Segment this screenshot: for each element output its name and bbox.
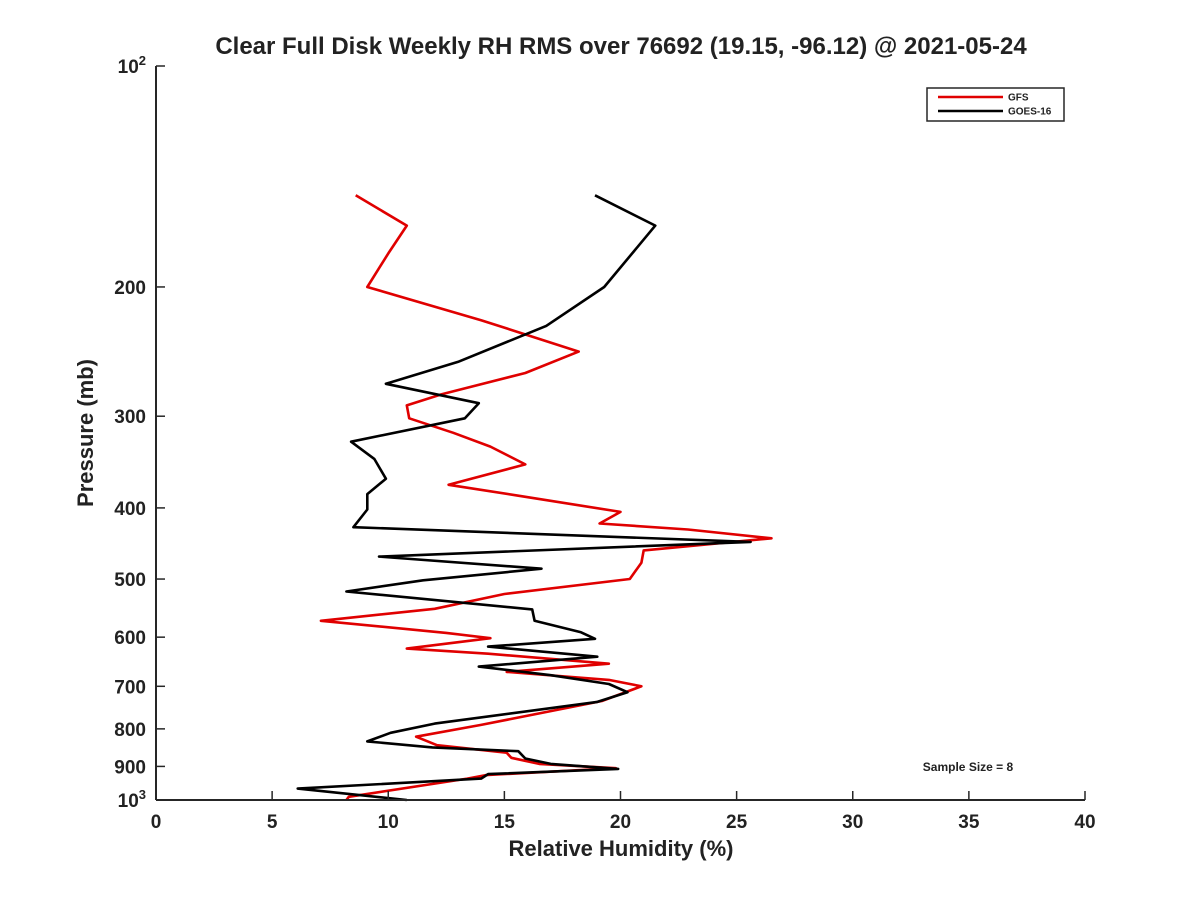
x-tick-label: 10 bbox=[378, 812, 399, 833]
y-ticks: 102 200 300 400 500 600 700 800 900 103 bbox=[114, 53, 165, 812]
series-line-goes-16 bbox=[296, 194, 752, 802]
x-tick-label: 0 bbox=[151, 812, 162, 833]
y-axis-label: Pressure (mb) bbox=[73, 359, 98, 507]
y-tick-label: 300 bbox=[114, 407, 146, 428]
y-tick-label: 200 bbox=[114, 278, 146, 299]
y-tick-label: 600 bbox=[114, 628, 146, 649]
series-layer bbox=[296, 194, 773, 802]
x-tick-label: 25 bbox=[726, 812, 748, 833]
y-tick-label: 103 bbox=[118, 787, 146, 812]
sample-size-annotation: Sample Size = 8 bbox=[923, 760, 1014, 774]
y-tick-label: 500 bbox=[114, 570, 146, 591]
y-tick-label: 102 bbox=[118, 53, 146, 78]
legend-label: GOES-16 bbox=[1008, 107, 1052, 118]
y-tick-label: 700 bbox=[114, 677, 146, 698]
x-tick-label: 5 bbox=[267, 812, 278, 833]
x-tick-label: 35 bbox=[958, 812, 980, 833]
legend-box bbox=[926, 87, 1065, 122]
chart-title: Clear Full Disk Weekly RH RMS over 76692… bbox=[215, 33, 1027, 60]
y-tick-label: 800 bbox=[114, 720, 146, 741]
x-tick-label: 15 bbox=[494, 812, 516, 833]
y-tick-label: 900 bbox=[114, 757, 146, 778]
x-axis-label: Relative Humidity (%) bbox=[509, 836, 734, 861]
legend-label: GFS bbox=[1008, 93, 1029, 104]
x-tick-label: 30 bbox=[842, 812, 863, 833]
y-tick-label: 400 bbox=[114, 499, 146, 520]
x-tick-label: 40 bbox=[1074, 812, 1095, 833]
x-ticks: 0 5 10 15 20 25 30 35 40 bbox=[151, 791, 1096, 833]
legend: GFS GOES-16 bbox=[926, 87, 1065, 122]
x-tick-label: 20 bbox=[610, 812, 631, 833]
